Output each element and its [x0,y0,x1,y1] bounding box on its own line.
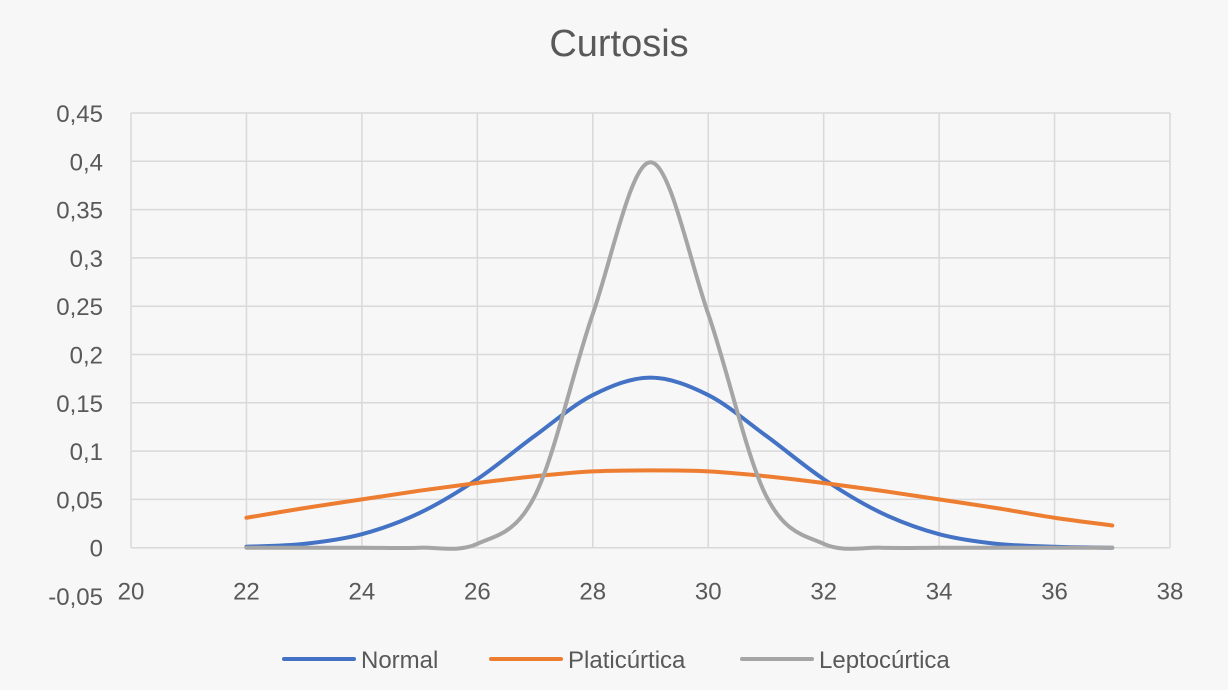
x-tick-label: 36 [1041,579,1068,606]
x-tick-label: 20 [118,579,145,606]
y-tick-label: 0,1 [70,439,103,466]
x-tick-label: 32 [810,579,837,606]
x-tick-label: 26 [464,579,491,606]
legend-label-leptocurtica: Leptocúrtica [819,647,950,674]
y-tick-label: -0,05 [48,584,103,611]
y-tick-label: 0 [90,536,103,563]
legend-label-normal: Normal [361,647,438,674]
series-line-leptocurtica [244,160,1115,551]
series-layer [244,160,1115,551]
axis-labels: -0,05 0 0,05 0,1 0,15 0,2 0,25 0,3 0,35 0,4 0,45 20… [48,101,1183,611]
y-tick-label: 0,25 [56,294,103,321]
x-tick-label: 38 [1157,579,1184,606]
x-tick-label: 24 [349,579,376,606]
x-tick-label: 28 [579,579,606,606]
x-tick-label: 22 [233,579,260,606]
y-tick-label: 0,45 [56,101,103,128]
y-tick-label: 0,4 [70,149,103,176]
y-tick-label: 0,35 [56,198,103,225]
series-line-normal [244,375,1115,550]
x-tick-label: 34 [926,579,953,606]
chart-title: Curtosis [549,23,688,65]
series-line-platicurtica [244,468,1115,528]
y-tick-label: 0,2 [70,343,103,370]
grid-layer [130,112,1171,549]
y-tick-label: 0,15 [56,391,103,418]
legend: Normal Platicúrtica Leptocúrtica [282,647,950,674]
y-tick-label: 0,3 [70,246,103,273]
legend-label-platicurtica: Platicúrtica [568,647,686,674]
x-tick-label: 30 [695,579,722,606]
y-tick-label: 0,05 [56,487,103,514]
